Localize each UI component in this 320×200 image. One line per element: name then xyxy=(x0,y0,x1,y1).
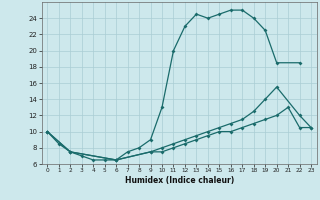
X-axis label: Humidex (Indice chaleur): Humidex (Indice chaleur) xyxy=(124,176,234,185)
